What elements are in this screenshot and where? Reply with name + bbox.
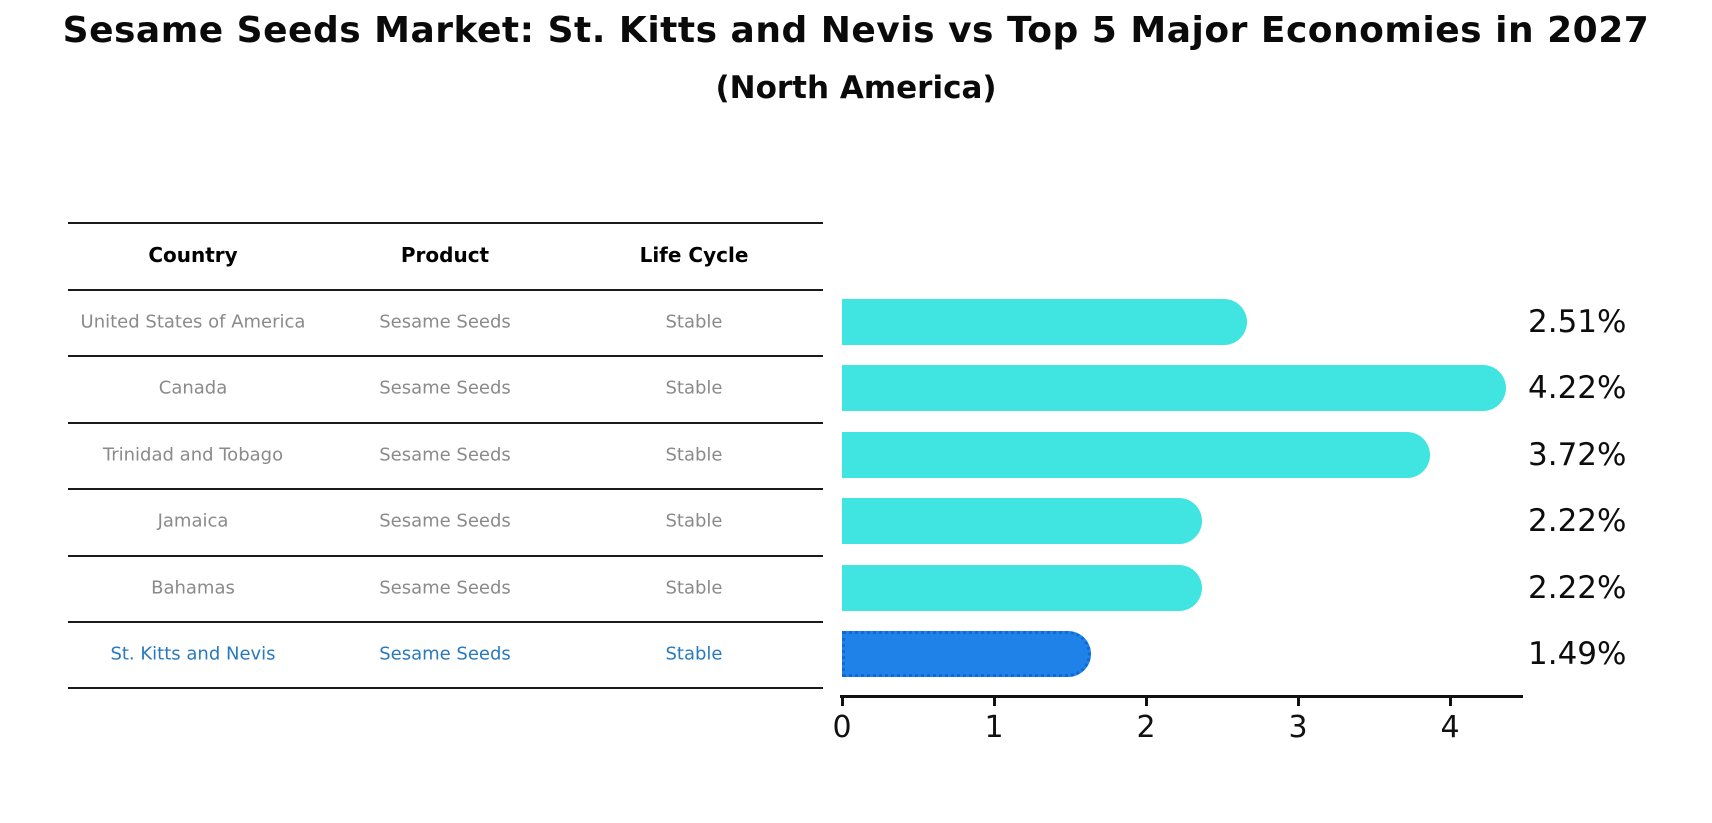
cell-country: Bahamas	[151, 577, 235, 599]
bar	[842, 432, 1431, 478]
x-axis-tick	[993, 695, 996, 706]
x-axis-tick	[841, 695, 844, 706]
table-rule	[68, 488, 823, 490]
column-header-country: Country	[148, 243, 238, 267]
x-axis	[840, 695, 1523, 698]
x-axis-tick	[1297, 695, 1300, 706]
cell-product: Sesame Seeds	[379, 444, 511, 466]
cell-life-cycle: Stable	[665, 377, 723, 399]
cell-life-cycle: Stable	[665, 510, 723, 532]
x-axis-tick-label: 1	[984, 710, 1004, 745]
cell-country: Jamaica	[157, 510, 229, 532]
bar	[842, 299, 1247, 345]
cell-country: Trinidad and Tobago	[102, 444, 284, 466]
bar	[842, 565, 1203, 611]
x-axis-tick	[1449, 695, 1452, 706]
cell-product: Sesame Seeds	[379, 510, 511, 532]
x-axis-tick	[1145, 695, 1148, 706]
cell-product: Sesame Seeds	[379, 577, 511, 599]
cell-country: United States of America	[80, 311, 306, 333]
cell-country: St. Kitts and Nevis	[110, 643, 276, 665]
bar-value-label: 4.22%	[1528, 370, 1627, 406]
cell-life-cycle: Stable	[665, 444, 723, 466]
chart-title: Sesame Seeds Market: St. Kitts and Nevis…	[62, 10, 1650, 51]
column-header-product: Product	[400, 243, 490, 267]
cell-product: Sesame Seeds	[379, 377, 511, 399]
cell-life-cycle: Stable	[665, 643, 723, 665]
table-rule	[68, 355, 823, 357]
bar-value-label: 2.22%	[1528, 503, 1627, 539]
table-rule	[68, 687, 823, 689]
cell-country: Canada	[158, 377, 228, 399]
x-axis-tick-label: 4	[1440, 710, 1460, 745]
bar	[842, 365, 1507, 411]
cell-life-cycle: Stable	[665, 577, 723, 599]
bar	[842, 498, 1203, 544]
bar-value-label: 2.22%	[1528, 570, 1627, 606]
x-axis-tick-label: 3	[1288, 710, 1308, 745]
bar-highlight	[842, 631, 1092, 677]
cell-product: Sesame Seeds	[379, 643, 511, 665]
cell-product: Sesame Seeds	[379, 311, 511, 333]
bar-value-label: 1.49%	[1528, 636, 1627, 672]
table-rule	[68, 555, 823, 557]
table-rule	[68, 222, 823, 224]
table-rule	[68, 422, 823, 424]
x-axis-tick-label: 2	[1136, 710, 1156, 745]
table-rule	[68, 621, 823, 623]
bar-value-label: 2.51%	[1528, 304, 1627, 340]
table-rule	[68, 289, 823, 291]
chart-subtitle: (North America)	[715, 70, 997, 106]
x-axis-tick-label: 0	[832, 710, 852, 745]
column-header-life-cycle: Life Cycle	[639, 243, 749, 267]
bar-value-label: 3.72%	[1528, 437, 1627, 473]
cell-life-cycle: Stable	[665, 311, 723, 333]
